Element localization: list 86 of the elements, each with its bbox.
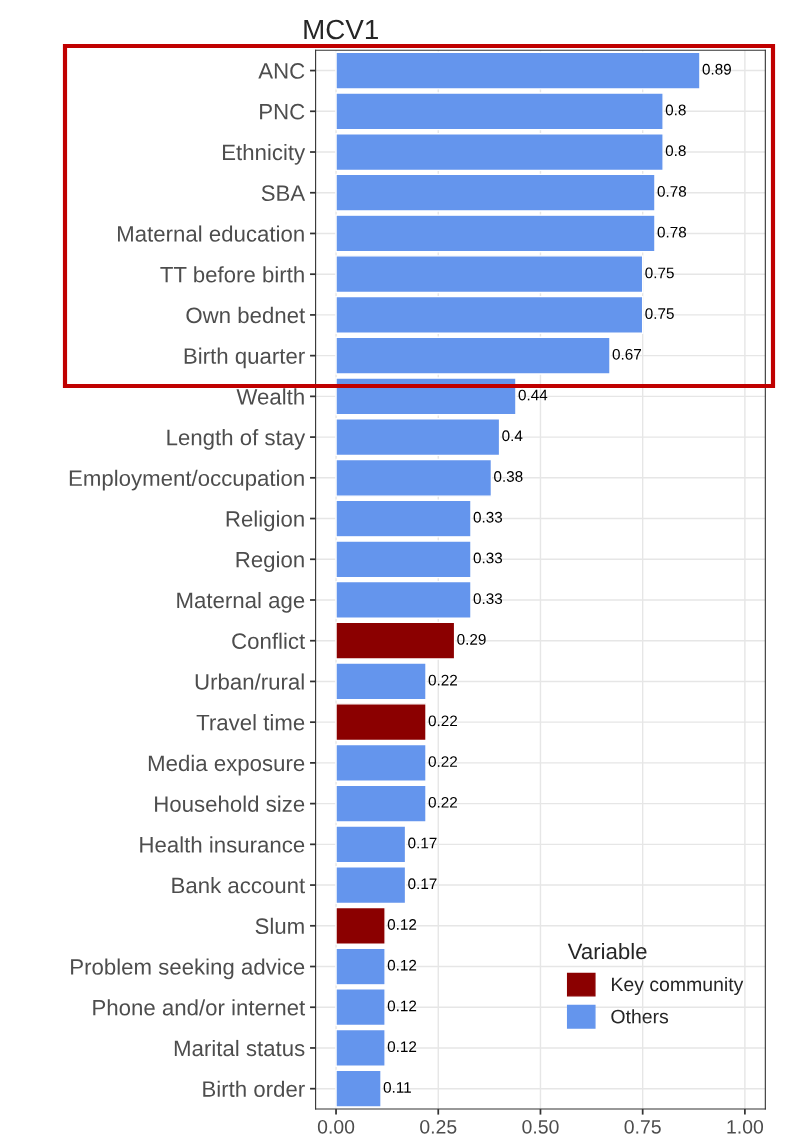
bar	[335, 295, 644, 334]
bar	[335, 336, 611, 375]
y-tick-label: TT before birth	[160, 266, 304, 283]
y-tick-label: Phone and/or internet	[93, 999, 306, 1016]
bar	[335, 255, 644, 294]
bar	[335, 784, 427, 823]
legend-label: Key community	[612, 976, 744, 996]
y-tick-label: Maternal education	[118, 225, 304, 242]
x-tick-label: 1.00	[727, 1119, 764, 1134]
y-tick-label: Marital status	[174, 1039, 305, 1057]
y-tick-label: Travel time	[196, 714, 305, 731]
data-label: 0.33	[473, 511, 503, 523]
legend-label: Others	[611, 1009, 669, 1024]
bar	[335, 1028, 386, 1067]
y-tick-label: Region	[236, 551, 304, 572]
bar	[335, 906, 386, 945]
bar	[335, 132, 664, 172]
bar	[335, 92, 664, 131]
bar	[335, 214, 656, 253]
data-label: 0.4	[502, 430, 523, 442]
data-label: 0.11	[383, 1081, 411, 1093]
data-label: 0.12	[387, 959, 417, 971]
y-tick-label: PNC	[260, 103, 305, 120]
data-label: 0.22	[428, 796, 457, 808]
bar	[335, 703, 427, 742]
y-tick-label: Problem seeking advice	[71, 958, 305, 980]
y-tick-label: Household size	[155, 795, 305, 812]
y-tick-label: Wealth	[236, 388, 304, 405]
bar	[335, 580, 472, 620]
y-tick-label: ANC	[258, 63, 305, 79]
y-tick-label: Urban/rural	[195, 673, 304, 690]
bar	[335, 988, 386, 1027]
data-label: 0.12	[387, 919, 417, 930]
data-label: 0.38	[494, 471, 523, 482]
bar	[335, 743, 427, 782]
bar	[335, 662, 427, 701]
y-tick-label: Media exposure	[148, 754, 305, 776]
data-label: 0.78	[657, 226, 687, 238]
data-label: 0.33	[473, 552, 503, 564]
bar	[335, 458, 493, 497]
bar	[335, 825, 407, 864]
data-label: 0.17	[408, 878, 437, 890]
data-label: 0.44	[518, 389, 548, 401]
bar	[335, 621, 456, 660]
data-label: 0.8	[665, 145, 686, 157]
data-label: 0.78	[657, 186, 687, 197]
y-tick-label: Religion	[226, 510, 304, 532]
y-tick-label: Slum	[255, 917, 304, 935]
chart-title: MCV1	[304, 19, 378, 40]
data-label: 0.75	[645, 267, 674, 279]
data-label: 0.22	[428, 674, 457, 686]
data-label: 0.89	[702, 63, 731, 75]
y-tick-label: Birth order	[203, 1080, 305, 1097]
x-tick-label: 0.50	[522, 1119, 559, 1134]
bar	[335, 947, 386, 986]
data-label: 0.67	[612, 348, 641, 360]
y-tick-label: SBA	[261, 185, 306, 202]
y-tick-label: Own bednet	[186, 306, 306, 324]
y-tick-label: Maternal age	[177, 591, 305, 613]
data-label: 0.22	[428, 715, 457, 727]
data-label: 0.8	[665, 104, 686, 116]
bar	[335, 540, 472, 579]
data-label: 0.12	[387, 1041, 417, 1053]
y-tick-label: Employment/occupation	[69, 469, 304, 491]
y-tick-label: Health insurance	[140, 836, 305, 853]
bar	[335, 866, 407, 905]
bar	[335, 418, 501, 457]
y-tick-label: Bank account	[172, 877, 306, 894]
data-label: 0.12	[387, 1000, 417, 1012]
bar	[335, 499, 472, 538]
x-tick-label: 0.75	[624, 1119, 661, 1134]
data-label: 0.29	[457, 634, 486, 645]
y-tick-label: Conflict	[232, 632, 306, 649]
x-tick-label: 0.00	[317, 1119, 355, 1134]
data-label: 0.75	[645, 308, 674, 320]
data-label: 0.33	[473, 593, 503, 605]
x-tick-label: 0.25	[420, 1119, 457, 1134]
legend-title: Variable	[567, 942, 647, 960]
bar	[335, 1069, 382, 1108]
bar	[335, 51, 701, 90]
data-label: 0.17	[408, 837, 437, 849]
y-tick-label: Length of stay	[167, 429, 306, 450]
y-tick-label: Ethnicity	[223, 143, 306, 165]
y-tick-label: Birth quarter	[184, 347, 305, 369]
bar	[335, 173, 656, 212]
data-label: 0.22	[428, 756, 457, 767]
